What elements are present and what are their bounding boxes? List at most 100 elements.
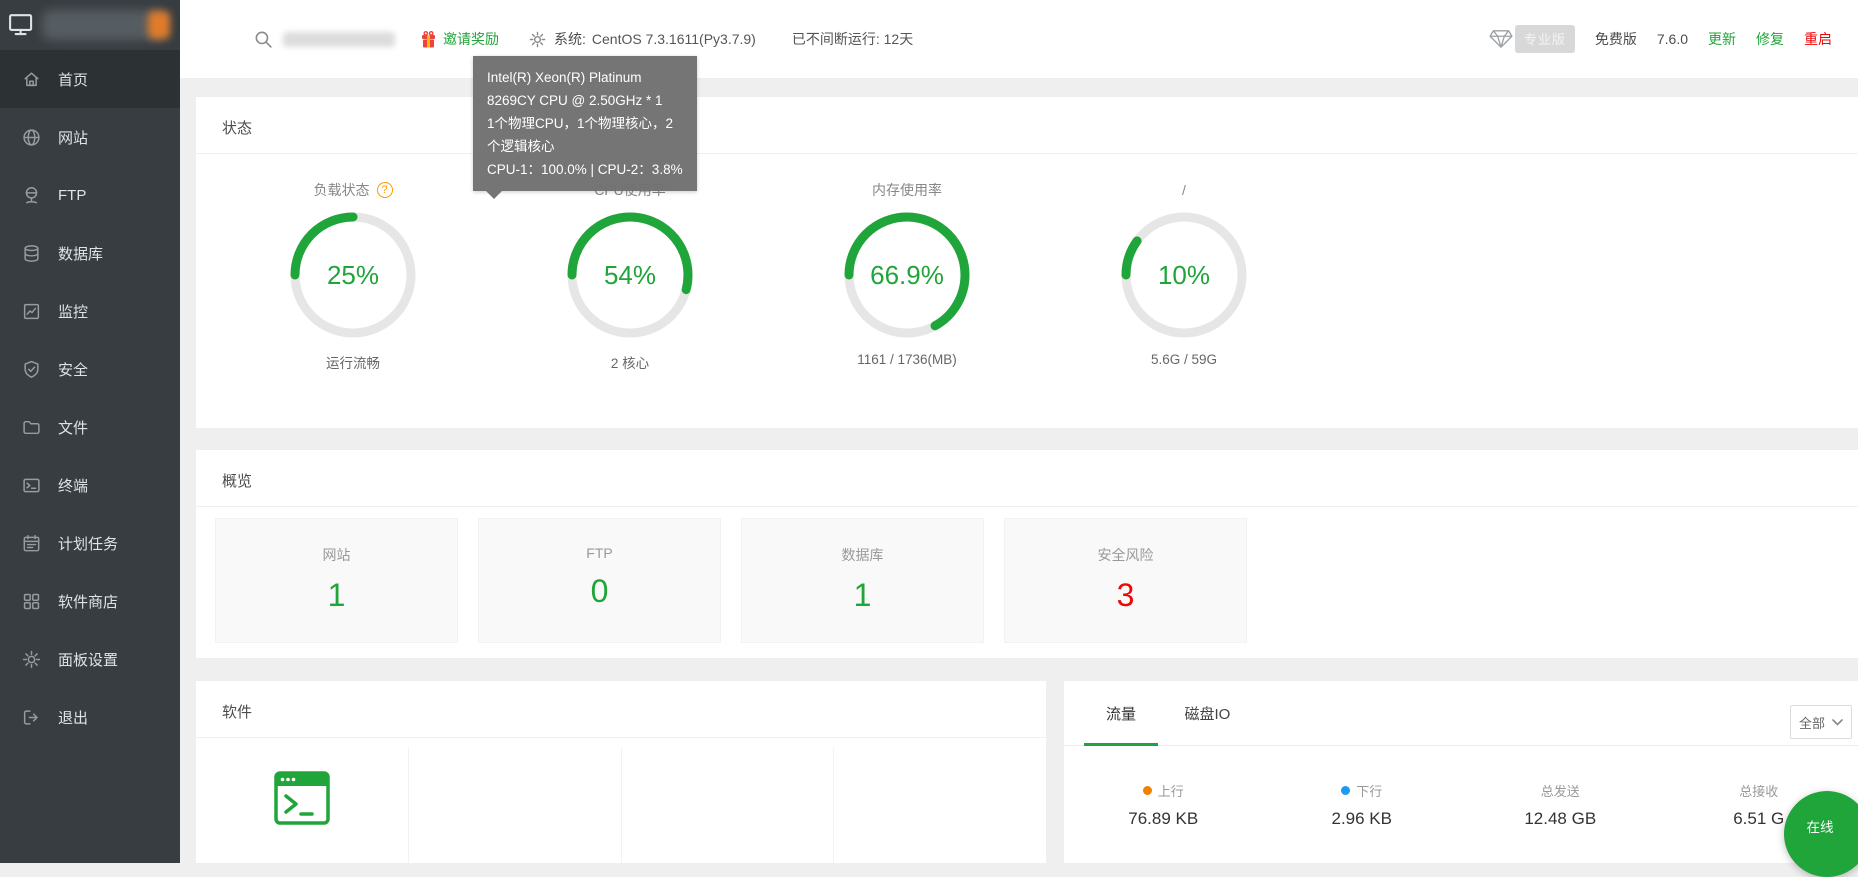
- gauge-sub-label: 运行流畅: [243, 352, 463, 372]
- sidebar-item-label: 首页: [58, 69, 88, 90]
- sidebar-item-cron[interactable]: 计划任务: [0, 514, 180, 572]
- system-label: 系统:: [554, 29, 586, 49]
- system-gear-icon: [529, 31, 546, 48]
- stat-value: 12.48 GB: [1461, 809, 1660, 829]
- sidebar-item-panel-settings[interactable]: 面板设置: [0, 630, 180, 688]
- overview-card-ftp[interactable]: FTP 0: [478, 518, 721, 643]
- overview-card-website[interactable]: 网站 1: [215, 518, 458, 643]
- invite-reward-link[interactable]: 邀请奖励: [421, 29, 499, 49]
- help-icon[interactable]: ?: [377, 182, 393, 198]
- tooltip-cpu-model-line1: Intel(R) Xeon(R) Platinum: [487, 66, 683, 89]
- filter-selected-value: 全部: [1799, 713, 1825, 732]
- search-input[interactable]: [254, 30, 395, 49]
- folder-icon: [22, 418, 41, 437]
- globe-icon: [22, 128, 41, 147]
- software-cell-terminal[interactable]: [196, 748, 409, 863]
- card-value: 3: [1005, 577, 1246, 614]
- search-icon: [254, 30, 273, 49]
- sidebar-item-ftp[interactable]: FTP: [0, 166, 180, 224]
- sidebar-item-home[interactable]: 首页: [0, 50, 180, 108]
- sidebar: 首页 网站 FTP 数据库 监控 安全 文件 终端: [0, 0, 180, 863]
- overview-panel-title: 概览: [196, 450, 1858, 507]
- sidebar-item-security[interactable]: 安全: [0, 340, 180, 398]
- topbar: 邀请奖励 系统: CentOS 7.3.1611(Py3.7.9) 已不间断运行…: [180, 0, 1858, 78]
- restart-link[interactable]: 重启: [1804, 29, 1832, 49]
- downstream-dot-icon: [1341, 786, 1350, 795]
- gauge-percent: 10%: [1118, 209, 1250, 341]
- sidebar-item-label: 安全: [58, 359, 88, 380]
- overview-panel: 概览 网站 1 FTP 0 数据库 1 安全风险 3: [196, 450, 1858, 658]
- card-value: 1: [742, 577, 983, 614]
- gauge-label: 内存使用率: [872, 180, 942, 200]
- memory-donut: 66.9%: [841, 209, 973, 341]
- sidebar-item-files[interactable]: 文件: [0, 398, 180, 456]
- gauge-label: 负载状态: [314, 180, 370, 200]
- tooltip-cpu-usage: CPU-1：100.0% | CPU-2：3.8%: [487, 158, 683, 181]
- pro-upgrade-button[interactable]: 专业版: [1489, 25, 1575, 53]
- system-info[interactable]: 系统: CentOS 7.3.1611(Py3.7.9): [529, 29, 756, 49]
- tab-traffic[interactable]: 流量: [1084, 681, 1158, 746]
- sidebar-item-website[interactable]: 网站: [0, 108, 180, 166]
- sidebar-item-label: 数据库: [58, 243, 103, 264]
- status-panel-title: 状态: [196, 97, 1858, 154]
- sidebar-item-terminal[interactable]: 终端: [0, 456, 180, 514]
- sidebar-item-label: 计划任务: [58, 533, 118, 554]
- traffic-tabs: 流量 磁盘IO 全部: [1064, 681, 1858, 746]
- sidebar-item-label: 网站: [58, 127, 88, 148]
- system-os-value: CentOS 7.3.1611(Py3.7.9): [592, 31, 756, 47]
- stat-total-sent: 总发送 12.48 GB: [1461, 781, 1660, 829]
- gauge-percent: 54%: [564, 209, 696, 341]
- overview-card-database[interactable]: 数据库 1: [741, 518, 984, 643]
- status-panel: 状态 负载状态 ? 25% 运行流畅 CPU使用率 54% 2 核心: [196, 97, 1858, 428]
- gauge-percent: 25%: [287, 209, 419, 341]
- sidebar-item-label: 文件: [58, 417, 88, 438]
- gauge-load: 负载状态 ? 25% 运行流畅: [243, 179, 463, 372]
- shield-check-icon: [22, 360, 41, 379]
- gauge-disk-root: / 10% 5.6G / 59G: [1074, 179, 1294, 367]
- panel-logo[interactable]: [0, 0, 180, 50]
- update-link[interactable]: 更新: [1708, 29, 1736, 49]
- card-label: 安全风险: [1005, 545, 1246, 565]
- card-value: 0: [479, 573, 720, 610]
- invite-reward-label: 邀请奖励: [443, 29, 499, 49]
- stat-value: 76.89 KB: [1064, 809, 1263, 829]
- cpu-info-tooltip: Intel(R) Xeon(R) Platinum 8269CY CPU @ 2…: [473, 56, 697, 191]
- topbar-right-group: 专业版 免费版 7.6.0 更新 修复 重启: [1489, 25, 1832, 53]
- sidebar-item-logout[interactable]: 退出: [0, 688, 180, 746]
- terminal-icon: [22, 476, 41, 495]
- software-cell-empty: [622, 748, 835, 863]
- monitor-chart-icon: [22, 302, 41, 321]
- version-number: 7.6.0: [1657, 31, 1688, 47]
- online-status-badge[interactable]: 在线: [1784, 791, 1858, 877]
- tab-disk-io[interactable]: 磁盘IO: [1162, 681, 1252, 743]
- overview-card-security-risk[interactable]: 安全风险 3: [1004, 518, 1247, 643]
- sidebar-item-app-store[interactable]: 软件商店: [0, 572, 180, 630]
- home-icon: [22, 70, 41, 89]
- diamond-icon: [1489, 29, 1513, 49]
- edition-label: 免费版: [1595, 29, 1637, 49]
- sidebar-item-label: 终端: [58, 475, 88, 496]
- traffic-filter-select[interactable]: 全部: [1790, 705, 1852, 739]
- logout-icon: [22, 708, 41, 727]
- sidebar-item-database[interactable]: 数据库: [0, 224, 180, 282]
- sidebar-item-label: 软件商店: [58, 591, 118, 612]
- gauge-sub-label: 5.6G / 59G: [1074, 352, 1294, 367]
- repair-link[interactable]: 修复: [1756, 29, 1784, 49]
- disk-donut: 10%: [1118, 209, 1250, 341]
- ftp-globe-stand-icon: [22, 186, 41, 205]
- gauge-cpu: CPU使用率 54% 2 核心: [520, 179, 740, 372]
- pro-badge: 专业版: [1515, 25, 1575, 53]
- gauge-percent: 66.9%: [841, 209, 973, 341]
- gear-icon: [22, 650, 41, 669]
- card-label: FTP: [479, 545, 720, 561]
- gauge-sub-label: 1161 / 1736(MB): [797, 352, 1017, 367]
- card-label: 网站: [216, 545, 457, 565]
- cpu-donut: 54%: [564, 209, 696, 341]
- traffic-panel: 流量 磁盘IO 全部 上行 76.89 KB 下行 2.96 KB 总发送 12…: [1064, 681, 1858, 863]
- sidebar-item-label: 面板设置: [58, 649, 118, 670]
- tooltip-cpu-cores: 1个物理CPU，1个物理核心，2个逻辑核心: [487, 112, 683, 158]
- sidebar-item-monitor[interactable]: 监控: [0, 282, 180, 340]
- redacted-server-name: [42, 9, 172, 41]
- gauge-label: /: [1182, 182, 1186, 198]
- card-label: 数据库: [742, 545, 983, 565]
